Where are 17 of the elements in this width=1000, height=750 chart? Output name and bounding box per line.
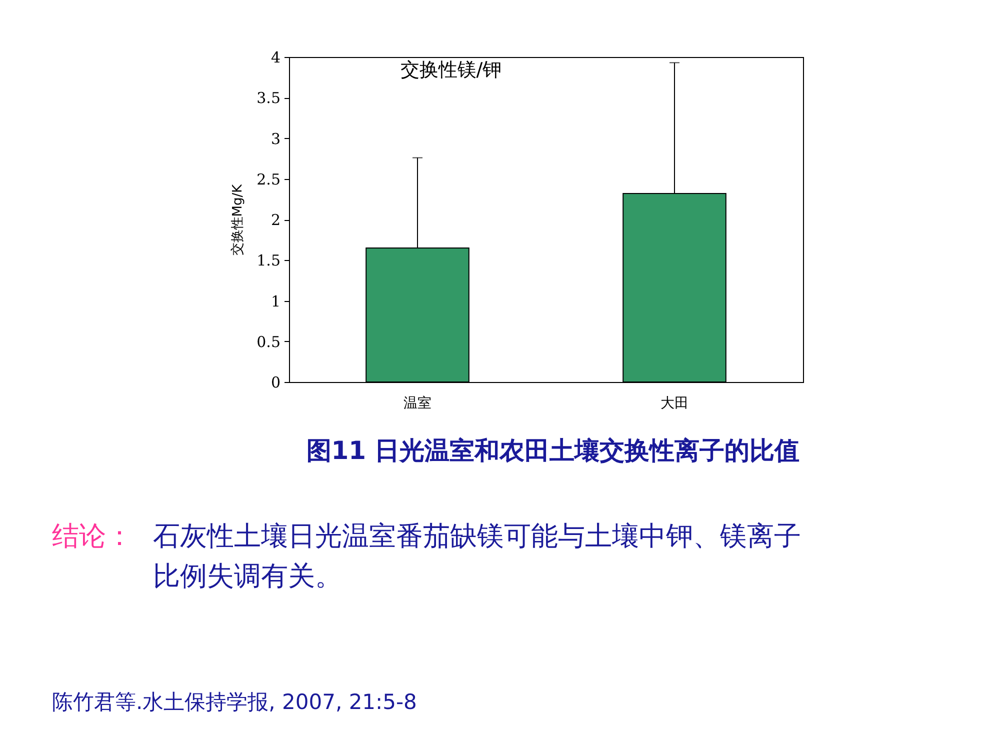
y-tick-label: 0: [270, 374, 280, 392]
y-tick-label: 0.5: [256, 332, 280, 351]
y-tick-label: 3.5: [256, 89, 280, 108]
y-tick-label: 3: [270, 130, 280, 148]
text: 结论：: [52, 521, 133, 552]
y-tick-label: 2: [270, 211, 280, 229]
text: 陈竹君等.水土保持学报, 2007, 21:5-8: [52, 690, 417, 714]
x-tick-label: 温室: [404, 396, 432, 412]
x-tick-label: 大田: [660, 396, 688, 412]
caption: 图11 日光温室和农田土壤交换性离子的比值: [306, 436, 800, 465]
y-tick-label: 2.5: [256, 170, 280, 188]
chart-title: 交换性镁/钾: [400, 59, 502, 81]
y-tick-label: 1: [270, 292, 280, 310]
text: 石灰性土壤日光温室番茄缺镁可能与土壤中钾、镁离子比例失调有关。: [153, 521, 801, 592]
y-tick-label: 1.5: [256, 252, 280, 270]
y-tick-label: 4: [270, 48, 280, 66]
y-axis-title: 交换性Mg/K: [230, 184, 246, 256]
